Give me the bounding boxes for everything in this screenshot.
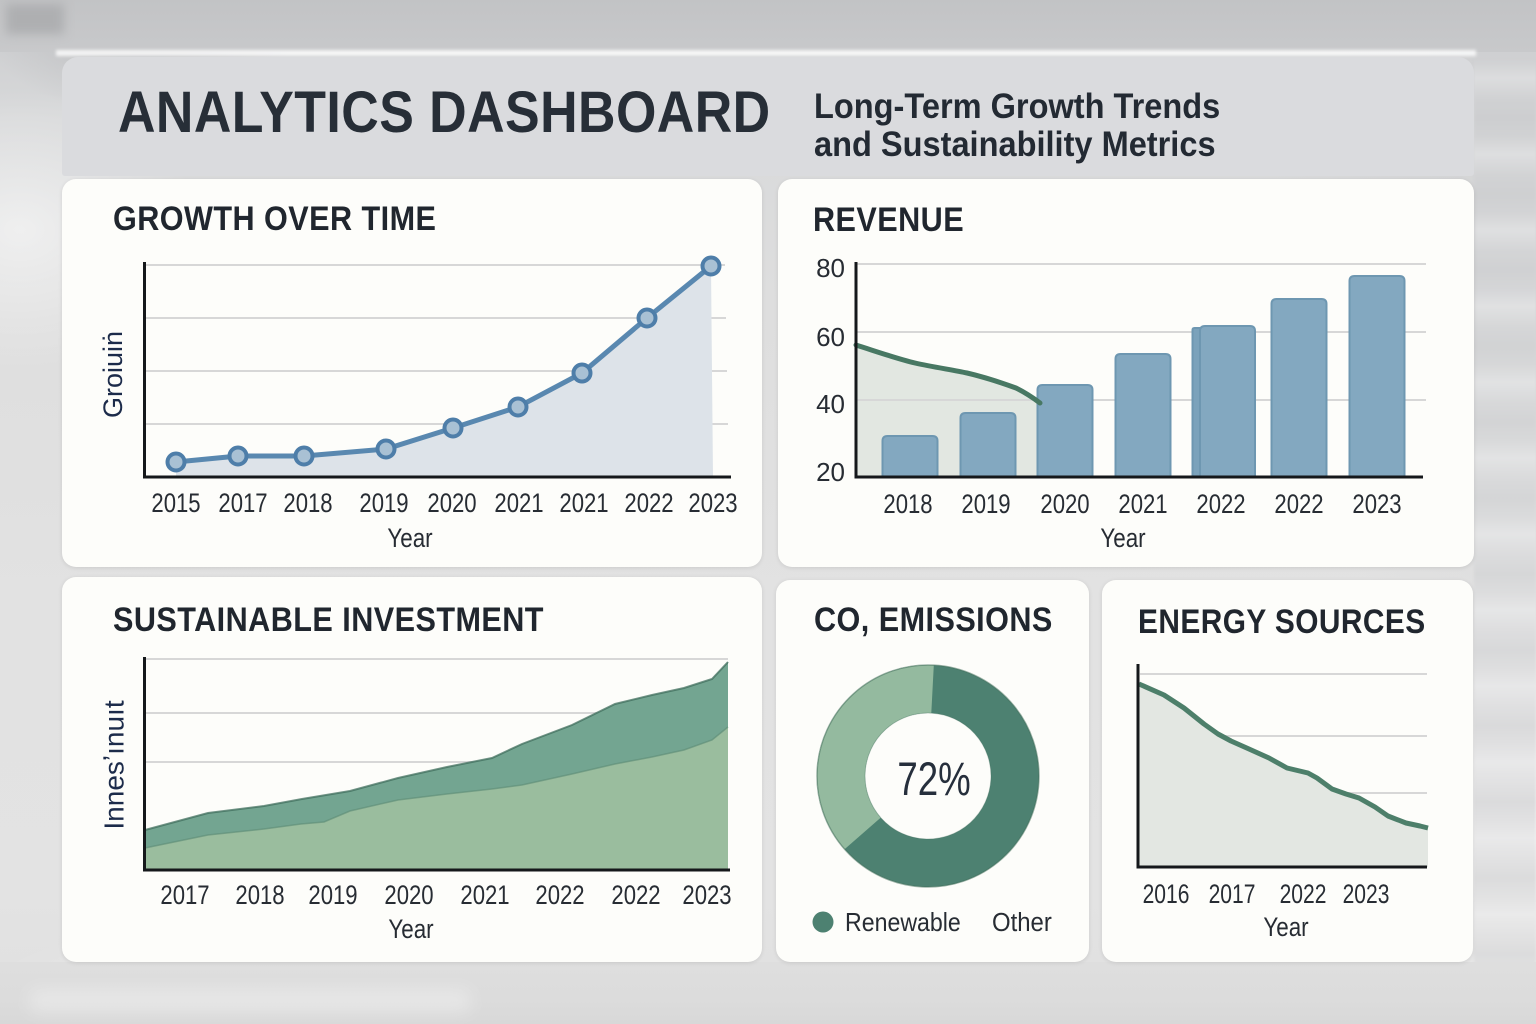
svg-text:2019: 2019 xyxy=(961,490,1010,520)
svg-text:Year: Year xyxy=(1263,913,1308,942)
svg-text:2021: 2021 xyxy=(494,489,543,519)
svg-text:2017: 2017 xyxy=(1209,880,1256,910)
svg-text:2023: 2023 xyxy=(1343,880,1390,910)
svg-text:Year: Year xyxy=(387,524,432,553)
svg-text:Other: Other xyxy=(992,908,1052,937)
svg-text:Renewable: Renewable xyxy=(845,909,961,938)
svg-text:2022: 2022 xyxy=(1274,490,1323,520)
svg-text:2022: 2022 xyxy=(624,489,673,519)
svg-text:2017: 2017 xyxy=(218,489,267,519)
svg-text:2018: 2018 xyxy=(283,489,332,519)
svg-text:2023: 2023 xyxy=(688,489,737,519)
svg-text:20: 20 xyxy=(816,457,845,487)
svg-text:2021: 2021 xyxy=(1118,490,1167,520)
svg-text:2020: 2020 xyxy=(384,881,433,911)
svg-text:60: 60 xyxy=(816,322,845,352)
svg-text:2020: 2020 xyxy=(1040,490,1089,520)
svg-text:72%: 72% xyxy=(897,753,970,805)
svg-text:Year: Year xyxy=(388,915,433,944)
svg-text:2015: 2015 xyxy=(151,489,200,519)
svg-text:2022: 2022 xyxy=(611,881,660,911)
svg-text:80: 80 xyxy=(816,253,845,283)
svg-text:2017: 2017 xyxy=(160,881,209,911)
svg-text:2022: 2022 xyxy=(1196,490,1245,520)
svg-text:2022: 2022 xyxy=(535,881,584,911)
svg-text:2021: 2021 xyxy=(559,489,608,519)
svg-text:2021: 2021 xyxy=(460,881,509,911)
svg-text:2022: 2022 xyxy=(1280,880,1327,910)
svg-text:2018: 2018 xyxy=(883,490,932,520)
svg-text:2019: 2019 xyxy=(308,881,357,911)
svg-text:2018: 2018 xyxy=(235,881,284,911)
svg-text:40: 40 xyxy=(816,389,845,419)
svg-text:2020: 2020 xyxy=(427,489,476,519)
svg-text:2023: 2023 xyxy=(682,881,731,911)
svg-text:2019: 2019 xyxy=(359,489,408,519)
svg-text:2016: 2016 xyxy=(1143,880,1190,910)
svg-text:Year: Year xyxy=(1100,524,1145,553)
svg-text:2023: 2023 xyxy=(1352,490,1401,520)
